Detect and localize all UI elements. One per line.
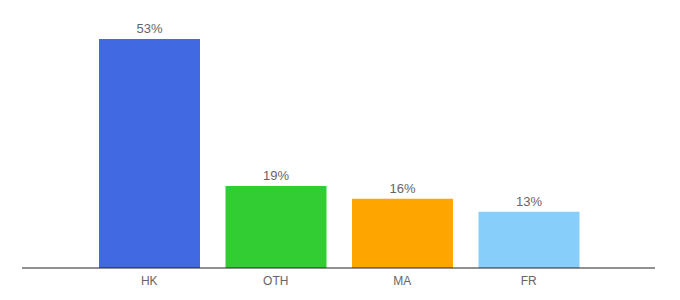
svg-text:13%: 13% <box>516 194 542 209</box>
svg-text:FR: FR <box>521 274 537 288</box>
svg-text:MA: MA <box>393 274 411 288</box>
svg-text:19%: 19% <box>263 168 289 183</box>
svg-text:53%: 53% <box>136 21 162 36</box>
svg-text:OTH: OTH <box>263 274 288 288</box>
svg-text:HK: HK <box>141 274 158 288</box>
svg-text:16%: 16% <box>389 181 415 196</box>
